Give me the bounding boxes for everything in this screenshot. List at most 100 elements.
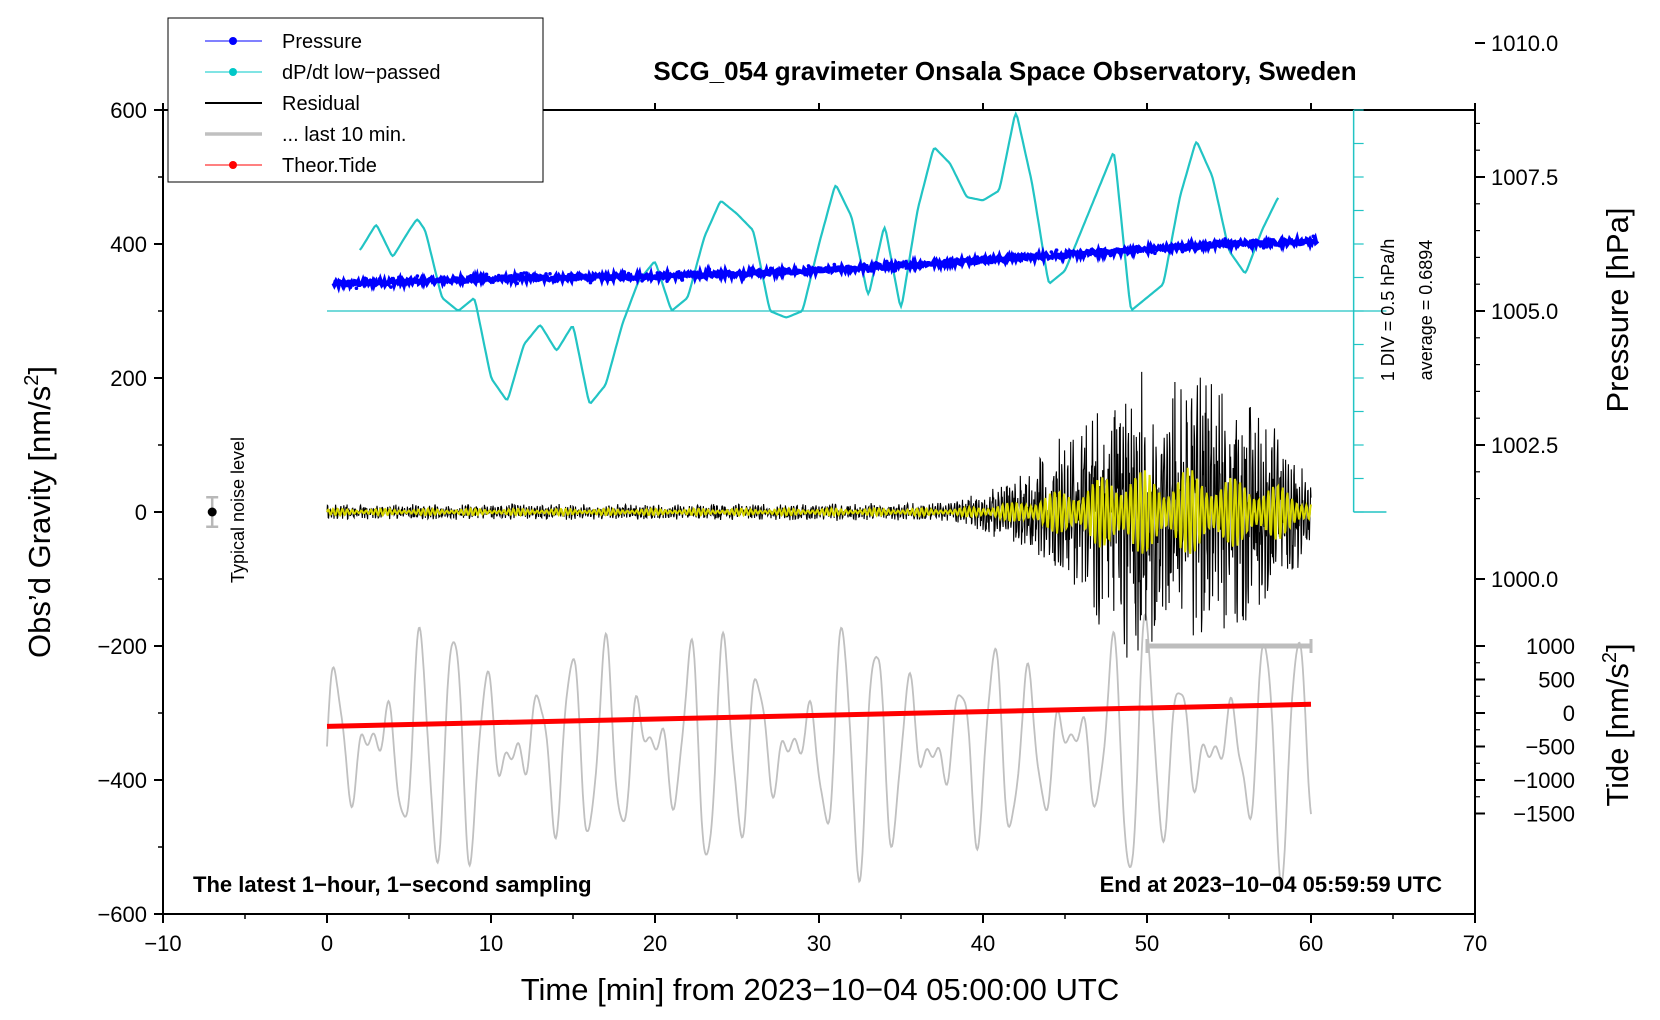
x-axis-ticks: −10 0 10 20 30 40 50 60 70 xyxy=(144,103,1487,956)
pressure-line xyxy=(331,231,1320,294)
pressure-point xyxy=(407,278,412,282)
pressure-point xyxy=(808,272,812,277)
pressure-tick-label: 1000.0 xyxy=(1491,567,1558,592)
pressure-point xyxy=(640,278,644,283)
y-tick-label: −200 xyxy=(97,634,147,659)
x-tick-label: 20 xyxy=(643,931,667,956)
x-axis-label: Time [min] from 2023−10−04 05:00:00 UTC xyxy=(521,972,1120,1007)
pressure-point xyxy=(553,279,557,284)
pressure-tick-label: 1002.5 xyxy=(1491,433,1558,458)
pressure-point xyxy=(954,261,959,265)
pressure-point xyxy=(832,262,837,267)
series-theor-tide xyxy=(326,701,1312,729)
pressure-point xyxy=(884,259,889,264)
y-axis-label-left: Obs’d Gravity [nm/s2] xyxy=(21,366,57,658)
pressure-point xyxy=(460,279,465,283)
pressure-point xyxy=(701,273,706,278)
series-dpdt xyxy=(358,111,1280,405)
pressure-point xyxy=(496,273,501,278)
y-tick-label: 600 xyxy=(110,98,147,123)
footer-right: End at 2023−10−04 05:59:59 UTC xyxy=(1100,872,1443,897)
pressure-point xyxy=(519,271,523,276)
legend-label: dP/dt low−passed xyxy=(282,62,440,84)
pressure-axis-ticks: 1000.0 1002.5 1005.0 1007.5 1010.0 xyxy=(1475,31,1558,592)
pressure-point xyxy=(397,275,401,280)
pressure-point xyxy=(767,273,772,277)
pressure-point xyxy=(576,277,581,281)
pressure-point xyxy=(970,257,975,262)
pressure-point xyxy=(892,269,897,273)
pressure-point xyxy=(1114,247,1119,251)
legend-marker xyxy=(229,161,237,169)
y-tick-label: 400 xyxy=(110,232,147,257)
pressure-point xyxy=(362,278,367,282)
pressure-point xyxy=(1054,248,1059,252)
pressure-point xyxy=(1223,237,1227,241)
pressure-point xyxy=(680,277,685,282)
pressure-point xyxy=(691,273,695,277)
pressure-point xyxy=(583,273,588,277)
pressure-point xyxy=(874,260,878,265)
pressure-point xyxy=(1180,249,1185,254)
y-tick-label: 200 xyxy=(110,366,147,391)
pressure-point xyxy=(524,271,529,275)
last10-line xyxy=(326,612,1312,887)
dpdt-line xyxy=(358,111,1280,405)
pressure-point xyxy=(715,274,719,279)
pressure-point xyxy=(889,261,894,266)
x-tick-label: 60 xyxy=(1299,931,1323,956)
pressure-point xyxy=(491,280,495,284)
pressure-point xyxy=(1264,245,1269,249)
pressure-point xyxy=(377,277,382,281)
y-axis-label-left-text: Obs’d Gravity [nm/s xyxy=(22,386,57,658)
legend-label: Theor.Tide xyxy=(282,155,377,177)
series-last-10-min xyxy=(326,612,1312,887)
y-axis-label-tide-close: ] xyxy=(1600,643,1635,652)
pressure-point xyxy=(437,279,441,284)
tide-line xyxy=(326,701,1312,729)
pressure-point xyxy=(654,274,659,279)
pressure-point xyxy=(1108,253,1113,258)
tide-tick-label: −500 xyxy=(1525,735,1575,760)
pressure-point xyxy=(610,273,615,278)
legend-box xyxy=(167,17,544,183)
pressure-point xyxy=(537,277,541,282)
pressure-point xyxy=(610,277,614,282)
pressure-point xyxy=(544,272,548,276)
pressure-point xyxy=(898,264,903,269)
pressure-point xyxy=(1183,248,1188,252)
pressure-point xyxy=(942,258,947,263)
chart-title: SCG_054 gravimeter Onsala Space Observat… xyxy=(653,56,1356,86)
pressure-point xyxy=(665,269,670,273)
x-tick-label: 0 xyxy=(321,931,333,956)
series-residual xyxy=(326,371,1312,658)
pressure-point xyxy=(1049,250,1054,254)
y-axis-label-pressure: Pressure [hPa] xyxy=(1600,207,1635,412)
pressure-point xyxy=(1311,234,1316,239)
residual-lowpass-line xyxy=(326,467,1312,554)
pressure-point xyxy=(983,254,987,258)
pressure-point xyxy=(389,285,393,289)
pressure-point xyxy=(1144,249,1149,254)
pressure-point xyxy=(544,276,548,281)
pressure-point xyxy=(438,276,443,281)
pressure-point xyxy=(655,271,660,275)
pressure-point xyxy=(1168,243,1173,248)
chart-annotations xyxy=(206,496,1313,653)
pressure-point xyxy=(1017,253,1022,257)
pressure-point xyxy=(1134,244,1139,249)
pressure-point xyxy=(707,267,712,271)
pressure-point xyxy=(1261,246,1266,250)
pressure-point xyxy=(480,275,485,280)
pressure-point xyxy=(515,281,520,286)
pressure-point xyxy=(1030,254,1035,259)
pressure-point xyxy=(506,277,511,282)
pressure-point xyxy=(806,264,811,268)
pressure-point xyxy=(1011,252,1015,257)
x-tick-label: 40 xyxy=(971,931,995,956)
tide-tick-label: 1000 xyxy=(1526,634,1575,659)
pressure-point xyxy=(467,275,471,279)
pressure-point xyxy=(1101,255,1105,259)
dpdt-average-label: average = 0.6894 xyxy=(1416,240,1436,381)
